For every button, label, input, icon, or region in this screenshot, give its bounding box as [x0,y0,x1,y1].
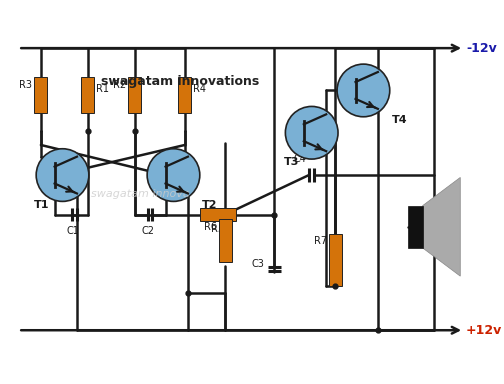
Text: -12v: -12v [466,41,496,55]
Bar [200,208,235,221]
Text: R1: R1 [96,84,109,94]
Bar [178,77,192,113]
Circle shape [285,106,338,159]
Text: R5: R5 [211,224,224,234]
Text: +12v: +12v [466,324,502,337]
Text: R7: R7 [313,237,327,247]
Text: T2: T2 [202,200,217,210]
Bar [129,77,142,113]
Text: swagatam innovations: swagatam innovations [101,74,259,88]
Text: R2: R2 [113,80,127,90]
Bar [81,77,94,113]
Circle shape [36,149,89,201]
Text: R4: R4 [193,84,206,94]
Text: T1: T1 [34,200,50,210]
Text: T4: T4 [392,115,407,125]
Bar [219,219,232,262]
Text: C4: C4 [294,154,307,164]
Text: R6: R6 [204,222,217,232]
Text: swagatam innova: swagatam innova [91,189,190,199]
Polygon shape [423,177,460,276]
Bar [34,77,47,113]
Text: R3: R3 [20,80,32,90]
Circle shape [147,149,200,201]
Text: C2: C2 [142,226,155,236]
Text: C3: C3 [252,260,265,270]
Bar [408,206,423,248]
Circle shape [337,64,390,117]
Text: C1: C1 [67,226,79,236]
Bar [329,234,342,286]
Text: T3: T3 [283,157,299,167]
